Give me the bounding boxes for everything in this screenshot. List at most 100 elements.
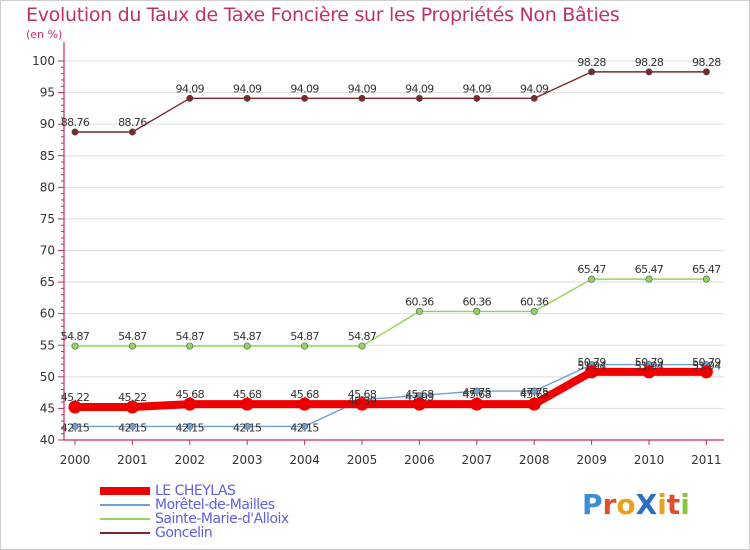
series-line-sainte-marie-d-alloix <box>74 278 708 347</box>
data-point-goncelin <box>358 94 366 102</box>
data-label-moretel-de-mailles: 51.94 <box>577 360 606 373</box>
data-point-moretel-de-mailles <box>530 387 538 395</box>
data-label-sainte-marie-d-alloix: 65.47 <box>577 263 606 276</box>
data-point-sainte-marie-d-alloix <box>415 307 423 315</box>
data-label-le-cheylas: 45.68 <box>405 388 434 401</box>
data-point-le-cheylas <box>412 397 426 411</box>
data-label-goncelin: 88.76 <box>61 116 90 129</box>
y-tick-label: 90 <box>40 117 55 131</box>
data-label-le-cheylas: 45.68 <box>176 388 205 401</box>
y-tick-label: 100 <box>32 54 55 68</box>
data-point-le-cheylas <box>642 365 656 379</box>
data-label-sainte-marie-d-alloix: 54.87 <box>290 330 319 343</box>
legend-item-le-cheylas: LE CHEYLAS <box>100 484 289 498</box>
data-point-sainte-marie-d-alloix <box>71 342 79 350</box>
data-label-moretel-de-mailles: 42.15 <box>176 421 205 434</box>
x-tick-label: 2007 <box>462 453 493 467</box>
data-label-moretel-de-mailles: 47.75 <box>520 386 549 399</box>
x-tick-label: 2009 <box>576 453 607 467</box>
data-point-sainte-marie-d-alloix <box>473 307 481 315</box>
logo-letter: t <box>666 488 681 521</box>
y-tick-label: 75 <box>40 212 55 226</box>
data-point-sainte-marie-d-alloix <box>186 342 194 350</box>
data-point-sainte-marie-d-alloix <box>588 275 596 283</box>
data-point-moretel-de-mailles <box>186 422 194 430</box>
data-point-goncelin <box>186 94 194 102</box>
data-label-goncelin: 94.09 <box>463 82 492 95</box>
x-tick-label: 2008 <box>519 453 550 467</box>
data-label-goncelin: 94.09 <box>290 82 319 95</box>
x-tick-label: 2006 <box>404 453 435 467</box>
legend-item-moretel-de-mailles: Morêtel-de-Mailles <box>100 498 289 512</box>
data-label-sainte-marie-d-alloix: 60.36 <box>405 295 434 308</box>
y-tick-label: 60 <box>40 307 55 321</box>
data-label-moretel-de-mailles: 51.94 <box>635 360 664 373</box>
plot-area <box>64 42 724 440</box>
data-point-goncelin <box>128 128 136 136</box>
data-point-le-cheylas <box>298 397 312 411</box>
logo-letter: o <box>616 488 636 521</box>
y-tick-label: 80 <box>40 180 55 194</box>
y-tick-label: 55 <box>40 338 55 352</box>
data-label-goncelin: 94.09 <box>348 82 377 95</box>
data-label-sainte-marie-d-alloix: 65.47 <box>692 263 721 276</box>
y-tick-label: 95 <box>40 86 55 100</box>
y-tick-label: 40 <box>40 433 55 447</box>
data-point-goncelin <box>243 94 251 102</box>
data-label-le-cheylas: 45.68 <box>348 388 377 401</box>
logo-letter: X <box>635 488 658 521</box>
data-label-moretel-de-mailles: 42.15 <box>118 421 147 434</box>
proxiti-logo: ProXiti <box>582 488 690 521</box>
data-point-goncelin <box>415 94 423 102</box>
data-label-goncelin: 88.76 <box>118 116 147 129</box>
x-tick-label: 2010 <box>634 453 665 467</box>
data-point-moretel-de-mailles <box>128 422 136 430</box>
y-tick-label: 50 <box>40 370 55 384</box>
data-label-sainte-marie-d-alloix: 65.47 <box>635 263 664 276</box>
data-point-sainte-marie-d-alloix <box>301 342 309 350</box>
data-label-sainte-marie-d-alloix: 60.36 <box>463 295 492 308</box>
data-point-le-cheylas <box>355 397 369 411</box>
series-line-le-cheylas <box>71 367 711 412</box>
data-point-goncelin <box>71 128 79 136</box>
data-point-goncelin <box>473 94 481 102</box>
data-label-le-cheylas: 45.68 <box>463 388 492 401</box>
data-label-le-cheylas: 45.68 <box>233 388 262 401</box>
series-line-goncelin <box>74 71 708 133</box>
data-point-sainte-marie-d-alloix <box>358 342 366 350</box>
data-point-goncelin <box>645 68 653 76</box>
logo-letter: i <box>680 488 690 521</box>
x-tick-label: 2004 <box>289 453 320 467</box>
data-point-le-cheylas <box>585 365 599 379</box>
data-label-le-cheylas: 50.79 <box>692 356 721 369</box>
data-point-sainte-marie-d-alloix <box>645 275 653 283</box>
data-point-le-cheylas <box>527 397 541 411</box>
data-label-moretel-de-mailles: 47.75 <box>463 386 492 399</box>
legend-swatch-le-cheylas <box>100 487 150 495</box>
data-label-goncelin: 94.09 <box>233 82 262 95</box>
data-point-sainte-marie-d-alloix <box>530 307 538 315</box>
data-label-le-cheylas: 45.68 <box>290 388 319 401</box>
x-tick-label: 2001 <box>117 453 148 467</box>
data-point-goncelin <box>588 68 596 76</box>
data-point-le-cheylas <box>470 397 484 411</box>
data-point-le-cheylas <box>240 397 254 411</box>
legend-label-sainte-marie-d-alloix: Sainte-Marie-d'Alloix <box>155 511 289 527</box>
data-label-sainte-marie-d-alloix: 60.36 <box>520 295 549 308</box>
data-label-le-cheylas: 45.68 <box>520 388 549 401</box>
data-label-goncelin: 94.09 <box>520 82 549 95</box>
y-tick-label: 45 <box>40 401 55 415</box>
data-label-moretel-de-mailles: 51.94 <box>692 360 721 373</box>
data-point-le-cheylas <box>125 400 139 414</box>
data-point-moretel-de-mailles <box>301 422 309 430</box>
data-label-le-cheylas: 50.79 <box>577 356 606 369</box>
data-label-le-cheylas: 50.79 <box>635 356 664 369</box>
y-tick-label: 85 <box>40 149 55 163</box>
data-label-moretel-de-mailles: 42.15 <box>233 421 262 434</box>
x-tick-label: 2005 <box>347 453 378 467</box>
x-tick-label: 2011 <box>691 453 722 467</box>
data-label-goncelin: 98.28 <box>577 56 606 69</box>
x-tick-label: 2003 <box>232 453 263 467</box>
data-label-moretel-de-mailles: 47.03 <box>405 391 434 404</box>
